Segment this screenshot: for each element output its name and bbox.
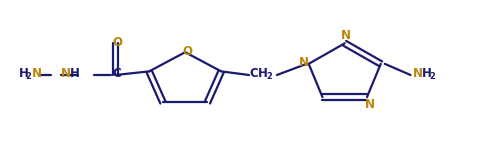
Text: H: H	[422, 67, 431, 80]
Text: O: O	[112, 36, 122, 49]
Text: H: H	[258, 67, 268, 80]
Text: 2: 2	[26, 72, 32, 81]
Text: 2: 2	[266, 72, 272, 81]
Text: N: N	[365, 98, 375, 111]
Text: H: H	[69, 67, 79, 80]
Text: 2: 2	[430, 72, 436, 81]
Text: C: C	[112, 67, 121, 80]
Text: O: O	[182, 45, 192, 58]
Text: N: N	[298, 56, 309, 69]
Text: N: N	[60, 67, 70, 80]
Text: C: C	[249, 67, 258, 80]
Text: H: H	[19, 67, 29, 80]
Text: N: N	[412, 67, 423, 80]
Text: N: N	[32, 67, 42, 80]
Text: N: N	[341, 29, 351, 42]
